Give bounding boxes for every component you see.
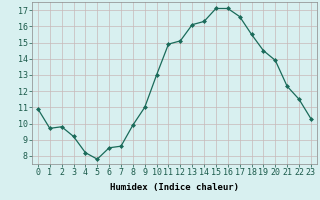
X-axis label: Humidex (Indice chaleur): Humidex (Indice chaleur) [110, 183, 239, 192]
